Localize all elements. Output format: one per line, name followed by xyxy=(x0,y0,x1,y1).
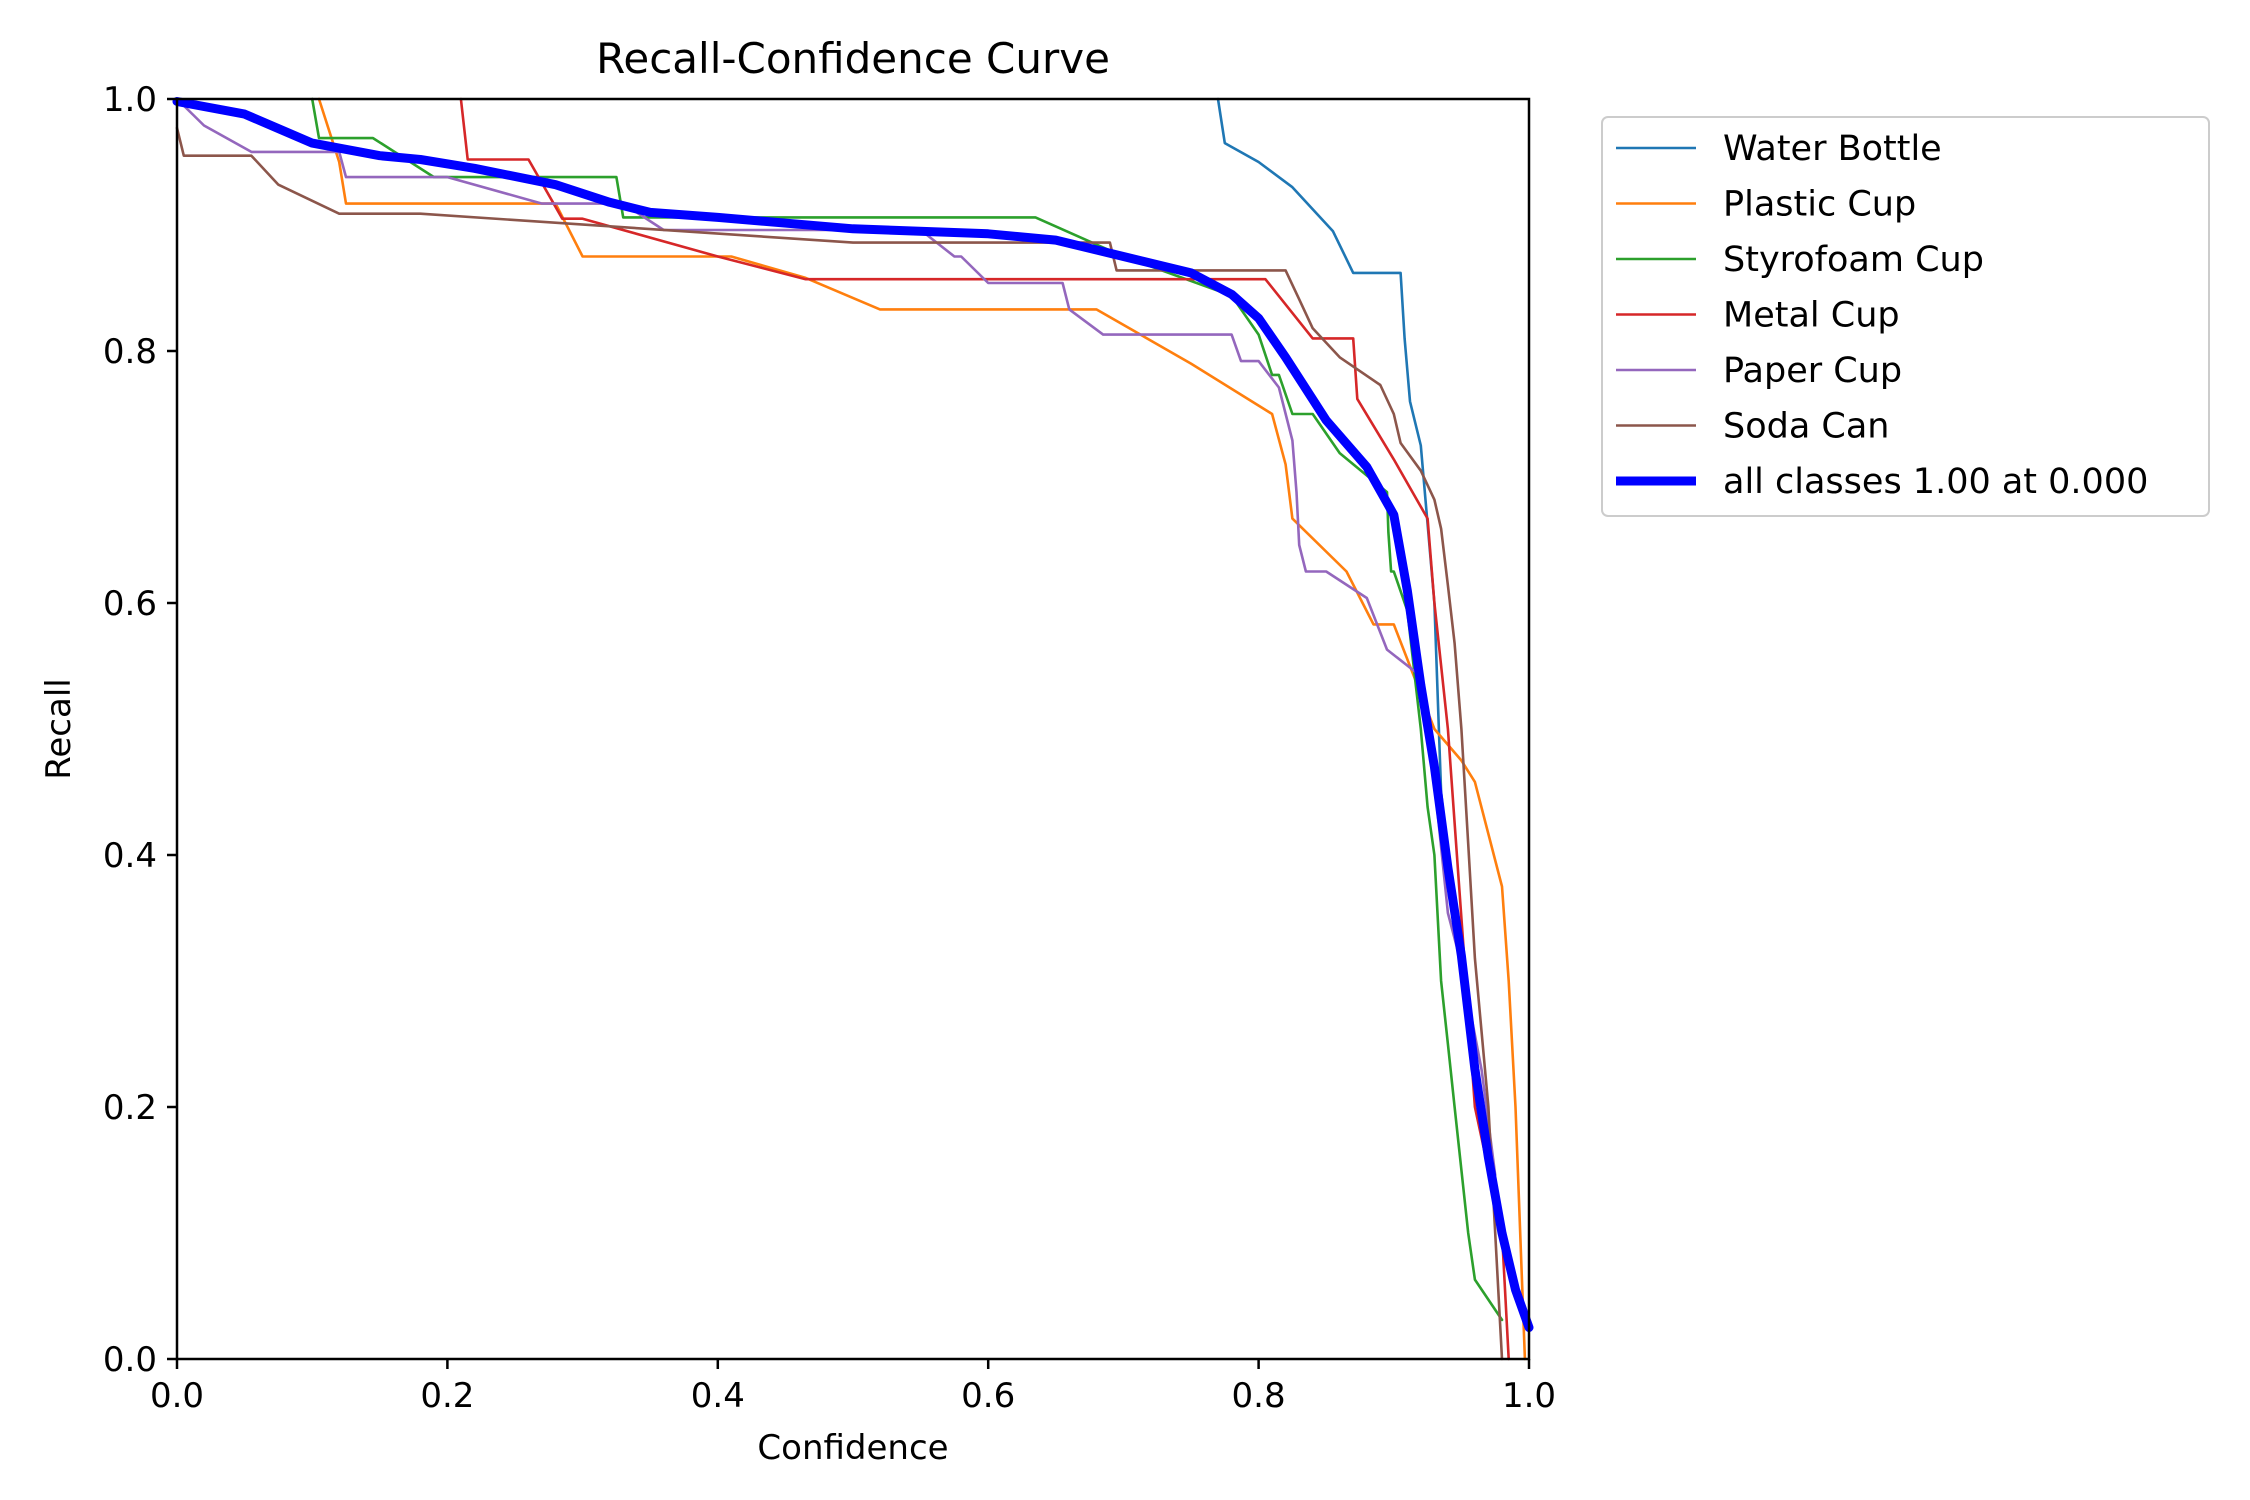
x-tick-label: 0.6 xyxy=(961,1376,1015,1416)
series-line-1 xyxy=(317,97,1527,1361)
x-tick-label: 0.8 xyxy=(1232,1376,1286,1416)
legend: Water Bottle Plastic Cup Styrofoam Cup Meta… xyxy=(1601,116,2210,517)
plot-frame xyxy=(175,97,1531,1361)
series-line-5 xyxy=(175,126,1504,1361)
series-layer xyxy=(172,97,1534,1361)
y-tick-label: 0.8 xyxy=(103,332,157,372)
series-line-3 xyxy=(459,97,1510,1361)
y-tick-label: 1.0 xyxy=(103,80,157,120)
series-line-6 xyxy=(172,97,1534,1332)
x-tick-label: 0.0 xyxy=(150,1376,204,1416)
y-tick-label: 0.0 xyxy=(103,1340,157,1380)
series-line-4 xyxy=(175,97,1497,1177)
legend-label-2: Styrofoam Cup xyxy=(1723,240,1984,280)
x-tick-label: 0.2 xyxy=(420,1376,474,1416)
y-tick-label: 0.4 xyxy=(103,836,157,876)
ticks-layer: 0.0 0.2 0.4 0.6 0.8 1.0 0.0 0.2 0.4 0.6 0.8 1.0 xyxy=(103,80,1556,1416)
legend-label-3: Metal Cup xyxy=(1723,296,1900,336)
legend-label-0: Water Bottle xyxy=(1723,129,1942,169)
x-tick-label: 0.4 xyxy=(691,1376,745,1416)
legend-label-4: Paper Cup xyxy=(1723,351,1902,391)
y-tick-label: 0.2 xyxy=(103,1088,157,1128)
legend-label-6: all classes 1.00 at 0.000 xyxy=(1723,462,2148,502)
x-tick-label: 1.0 xyxy=(1502,1376,1556,1416)
legend-items: Water Bottle Plastic Cup Styrofoam Cup Meta… xyxy=(1616,129,2148,502)
legend-frame xyxy=(1601,116,2210,517)
y-tick-label: 0.6 xyxy=(103,584,157,624)
legend-label-5: Soda Can xyxy=(1723,407,1890,447)
y-axis-label: Recall xyxy=(39,678,79,779)
legend-label-1: Plastic Cup xyxy=(1723,185,1916,225)
series-line-2 xyxy=(310,97,1504,1322)
chart-title: Recall-Confidence Curve xyxy=(596,34,1110,83)
x-axis-label: Confidence xyxy=(757,1428,948,1468)
